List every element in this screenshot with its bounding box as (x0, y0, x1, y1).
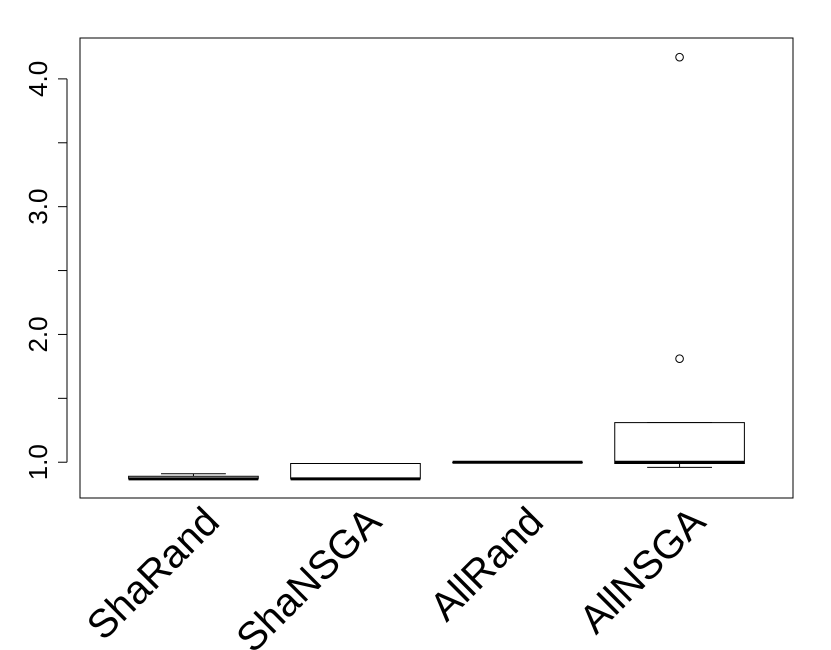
y-tick-label: 2.0 (23, 316, 53, 352)
box-body (614, 422, 745, 465)
x-tick-label: ShaNSGA (228, 499, 390, 650)
x-tick-label: AllNSGA (571, 499, 714, 642)
y-tick-label: 4.0 (23, 61, 53, 97)
boxes-layer (128, 52, 745, 481)
box-ShaRand (128, 473, 259, 481)
y-tick-label: 1.0 (23, 444, 53, 480)
plot-frame (79, 37, 794, 499)
x-axis-labels: ShaRand ShaNSGA AllRand AllNSGA (79, 499, 714, 650)
y-axis: 1.0 2.0 3.0 4.0 (23, 61, 68, 480)
box-AllRand (452, 460, 583, 464)
box-ShaNSGA (290, 463, 421, 481)
box-body (290, 463, 421, 480)
outlier-point (675, 52, 684, 62)
box-AllNSGA (614, 52, 745, 468)
y-tick-label: 3.0 (23, 189, 53, 225)
x-tick-label: AllRand (422, 499, 552, 629)
outlier-point (675, 354, 684, 364)
x-tick-label: ShaRand (79, 499, 228, 648)
